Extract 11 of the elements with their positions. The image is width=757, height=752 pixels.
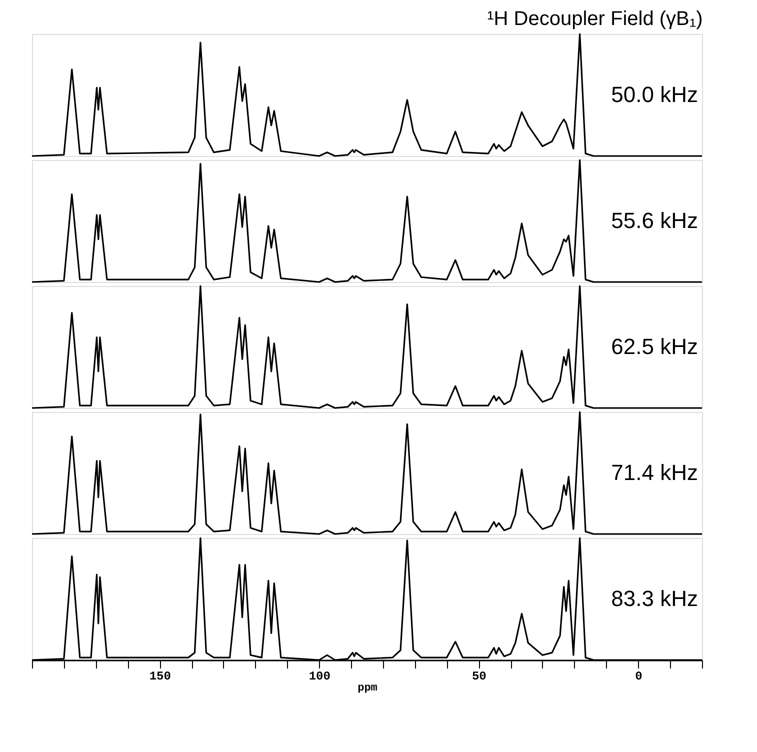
- series-label: 50.0 kHz: [611, 82, 698, 107]
- series-label: 83.3 kHz: [611, 586, 698, 611]
- series-label: 62.5 kHz: [611, 334, 698, 359]
- x-tick-label: 50: [472, 670, 486, 684]
- series-label: 55.6 kHz: [611, 208, 698, 233]
- x-axis-title: ppm: [358, 682, 378, 694]
- chart-title: ¹H Decoupler Field (γB₁): [487, 8, 703, 30]
- x-tick-label: 0: [635, 670, 642, 684]
- series-label: 71.4 kHz: [611, 460, 698, 485]
- x-tick-label: 150: [149, 670, 171, 684]
- x-tick-label: 100: [308, 670, 330, 684]
